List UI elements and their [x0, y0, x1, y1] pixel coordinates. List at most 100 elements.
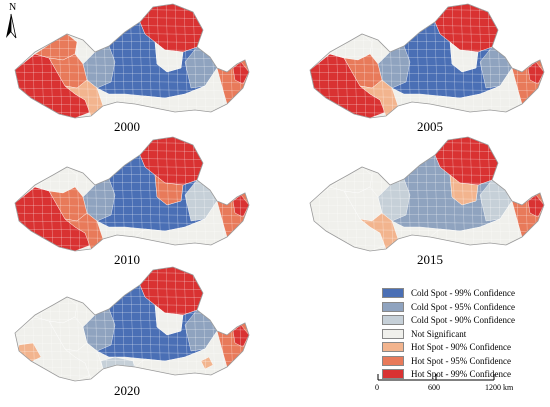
legend-item-hot-95: Hot Spot - 95% Confidence [382, 355, 532, 369]
county-boundary [310, 63, 544, 68]
county-boundary [15, 15, 249, 20]
legend-item-hot-90: Hot Spot - 90% Confidence [382, 341, 532, 355]
county-boundary [310, 87, 544, 92]
county-boundary [541, 4, 544, 118]
map-panel-2005 [300, 2, 545, 122]
county-boundary [310, 220, 544, 225]
county-boundary [15, 228, 249, 233]
county-boundary [310, 71, 544, 76]
county-boundary [442, 4, 448, 118]
county-boundary [310, 140, 544, 145]
county-boundary [469, 4, 475, 118]
county-boundary [174, 137, 180, 251]
legend-label: Cold Spot - 95% Confidence [411, 301, 515, 312]
county-boundary [228, 4, 234, 118]
county-boundary [487, 137, 493, 251]
legend-label: Cold Spot - 99% Confidence [411, 288, 515, 298]
basin-outline [14, 266, 250, 382]
legend-label: Hot Spot - 95% Confidence [411, 355, 511, 366]
legend-item-cold-90: Cold Spot - 90% Confidence [382, 314, 532, 328]
county-boundary [15, 267, 18, 381]
county-boundary [15, 204, 249, 209]
basin-map [14, 3, 250, 119]
county-boundary [310, 95, 544, 100]
basin-outline [14, 3, 250, 119]
county-boundary [15, 55, 249, 60]
legend-swatch [382, 328, 404, 339]
legend-swatch [382, 301, 404, 312]
county-boundary [15, 350, 249, 355]
map-panel-2015 [300, 135, 545, 255]
basin-map [14, 136, 250, 252]
county-boundary [310, 4, 313, 118]
county-boundary [147, 137, 153, 251]
county-boundary [310, 55, 544, 60]
county-boundary [310, 137, 313, 251]
county-boundary [310, 23, 544, 28]
county-boundary [174, 267, 180, 381]
basin-map [14, 266, 250, 382]
county-boundary [246, 4, 249, 118]
county-boundary [15, 4, 18, 118]
legend-item-cold-95: Cold Spot - 95% Confidence [382, 301, 532, 315]
county-boundary [310, 244, 544, 249]
county-boundary [15, 374, 249, 379]
legend-label: Hot Spot - 99% Confidence [411, 369, 511, 379]
scale-bar: 0 600 1200 km [372, 370, 547, 400]
legend-label: Cold Spot - 90% Confidence [411, 315, 515, 325]
legend-swatch [382, 369, 404, 379]
county-boundary [310, 212, 544, 217]
county-boundary [310, 188, 544, 193]
county-boundary [15, 318, 249, 323]
county-boundary [15, 137, 18, 251]
county-boundary [174, 4, 180, 118]
county-boundary [15, 148, 249, 153]
legend-swatch [382, 315, 404, 325]
county-boundary [310, 15, 544, 20]
county-boundary [15, 286, 249, 291]
county-boundary [15, 270, 249, 275]
county-boundary [15, 111, 249, 116]
north-arrow-icon [6, 13, 17, 39]
scale-tick-1200: 1200 km [485, 383, 514, 392]
county-boundary [15, 358, 249, 363]
county-boundary [487, 4, 493, 118]
county-boundary [15, 23, 249, 28]
county-boundary [183, 137, 189, 251]
legend-swatch [382, 342, 404, 352]
county-boundary [15, 212, 249, 217]
county-boundary [15, 220, 249, 225]
county-boundary [165, 4, 171, 118]
legend-item-not-significant: Not Significant [382, 328, 532, 342]
scale-bar-graphic [377, 374, 495, 381]
county-boundary [310, 7, 544, 12]
county-boundary [15, 278, 249, 283]
county-boundary [310, 79, 544, 84]
county-boundary [310, 148, 544, 153]
county-boundary [15, 244, 249, 249]
county-boundary [15, 140, 249, 145]
legend-swatch [382, 288, 404, 298]
county-boundary [15, 7, 249, 12]
county-boundary [15, 79, 249, 84]
basin-outline [309, 3, 545, 119]
county-boundary [15, 63, 249, 68]
county-boundary [460, 137, 466, 251]
year-label-2015: 2015 [417, 252, 443, 267]
county-boundary [478, 4, 484, 118]
county-boundary [310, 204, 544, 209]
map-panel-2010 [5, 135, 250, 255]
legend-label: Hot Spot - 90% Confidence [411, 342, 511, 352]
county-boundary [310, 111, 544, 116]
legend-label: Not Significant [411, 328, 467, 339]
region-spotSE [200, 356, 214, 370]
county-boundary [478, 137, 484, 251]
county-boundary [156, 137, 162, 251]
legend: Cold Spot - 99% Confidence Cold Spot - 9… [382, 287, 532, 382]
basin-map [309, 3, 545, 119]
county-boundary [147, 4, 153, 118]
county-boundary [310, 228, 544, 233]
county-boundary [15, 196, 249, 201]
county-boundary [192, 4, 198, 118]
county-boundary [310, 156, 544, 161]
